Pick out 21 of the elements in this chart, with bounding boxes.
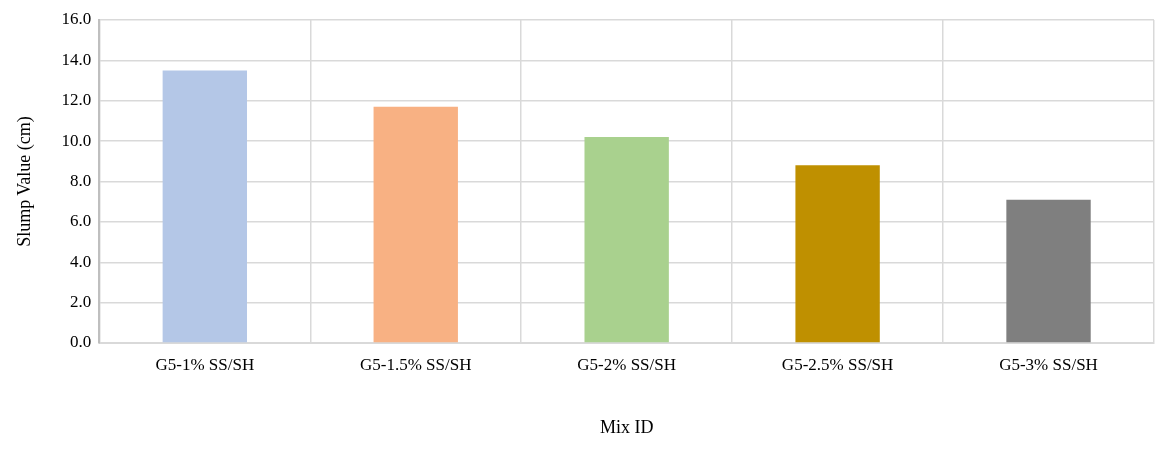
y-tick-label: 8.0: [70, 170, 92, 190]
x-tick-label: G5-2% SS/SH: [577, 354, 677, 374]
x-axis-title: Mix ID: [599, 416, 654, 437]
bar: [373, 106, 458, 343]
bar: [584, 137, 669, 343]
y-tick-label: 0.0: [70, 332, 92, 352]
x-tick-label: G5-3% SS/SH: [999, 354, 1098, 374]
y-tick-label: 6.0: [70, 211, 92, 231]
x-tick-label: G5-1.5% SS/SH: [360, 354, 472, 374]
bar: [162, 70, 247, 343]
y-axis-title: Slump Value (cm): [13, 116, 35, 247]
x-tick-label: G5-2.5% SS/SH: [781, 354, 894, 374]
y-tick-label: 10.0: [61, 130, 92, 150]
y-tick-label: 16.0: [61, 9, 92, 29]
bar: [795, 165, 880, 343]
y-tick-label: 14.0: [61, 49, 92, 69]
x-tick-label: G5-1% SS/SH: [155, 354, 255, 374]
y-tick-label: 2.0: [70, 292, 92, 312]
bar: [1006, 199, 1091, 343]
y-tick-label: 12.0: [61, 90, 92, 110]
y-tick-label: 4.0: [70, 251, 92, 271]
